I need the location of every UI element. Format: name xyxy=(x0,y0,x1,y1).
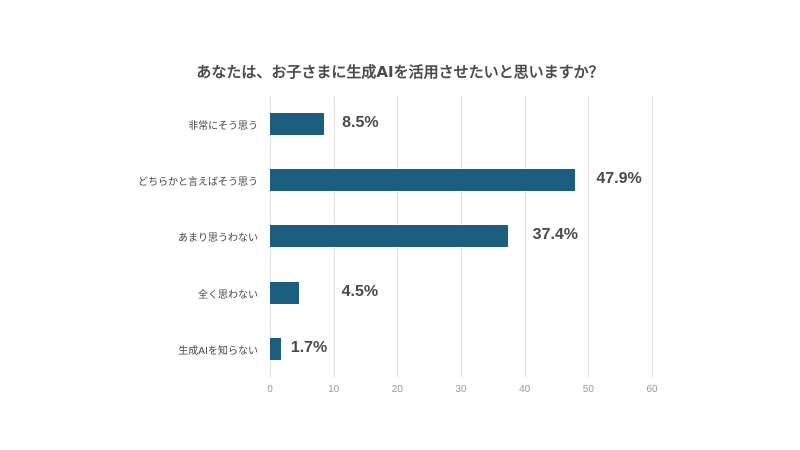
value-label: 8.5% xyxy=(342,114,379,131)
gridline xyxy=(588,96,590,378)
bar xyxy=(270,225,509,247)
plot-area: 0 10 20 30 40 50 60 8.5% 47.9% 37.4% 4.5% 1.7% xyxy=(267,96,658,395)
x-tick-label: 10 xyxy=(328,384,340,395)
category-label: どちらかと言えばそう思う xyxy=(138,177,258,188)
category-label: 生成AIを知らない xyxy=(178,346,258,357)
bar xyxy=(270,338,281,360)
x-tick-label: 0 xyxy=(267,384,273,395)
value-label: 4.5% xyxy=(341,283,379,300)
gridline xyxy=(652,96,653,378)
gridline xyxy=(524,96,526,378)
value-label: 37.4% xyxy=(532,226,579,243)
value-label: 1.7% xyxy=(290,339,328,356)
bar xyxy=(270,282,299,304)
x-tick-label: 30 xyxy=(455,384,467,395)
value-label: 47.9% xyxy=(596,170,642,187)
category-label: 全く思わない xyxy=(198,290,258,301)
x-tick-label: 60 xyxy=(646,384,658,395)
x-tick-label: 20 xyxy=(391,384,403,395)
bar xyxy=(270,113,325,135)
category-label: あまり思うわない xyxy=(178,233,258,244)
category-label: 非常にそう思う xyxy=(188,121,258,132)
bar xyxy=(270,169,575,191)
x-tick-label: 50 xyxy=(582,384,594,395)
x-tick-label: 40 xyxy=(519,384,531,395)
chart-title: あなたは、お子さまに生成AIを活用させたいと思いますか？ xyxy=(196,63,604,81)
